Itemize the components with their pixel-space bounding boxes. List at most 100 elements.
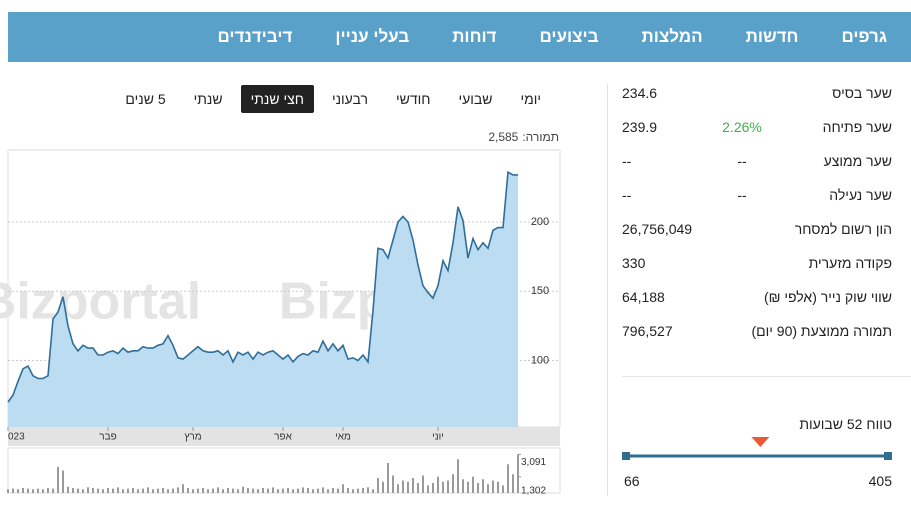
volume-bar bbox=[67, 486, 69, 493]
volume-bar bbox=[367, 487, 369, 493]
volume-bar bbox=[152, 489, 154, 493]
volume-bar bbox=[147, 487, 149, 493]
stat-value: -- bbox=[622, 153, 632, 169]
stat-value: 234.6 bbox=[622, 85, 658, 101]
volume-bar bbox=[97, 488, 99, 493]
volume-bar bbox=[242, 486, 244, 493]
volume-bar bbox=[197, 488, 199, 493]
nav-item[interactable]: בעלי עניין bbox=[335, 27, 410, 46]
x-tick-label: 023 bbox=[8, 432, 25, 443]
volume-bar bbox=[447, 480, 449, 493]
volume-bar bbox=[427, 485, 429, 493]
volume-bar bbox=[127, 488, 129, 493]
volume-bar bbox=[252, 488, 254, 493]
stat-value: 64,188 bbox=[622, 289, 665, 305]
volume-bar bbox=[277, 489, 279, 493]
volume-bar bbox=[297, 488, 299, 493]
volume-bar bbox=[422, 475, 424, 493]
nav-item[interactable]: דיבידנדים bbox=[217, 27, 293, 46]
y-tick-label: 200 bbox=[531, 216, 549, 228]
volume-bar bbox=[102, 489, 104, 493]
volume-bar bbox=[337, 488, 339, 493]
x-tick-label: אפר bbox=[274, 432, 292, 443]
volume-bar bbox=[397, 484, 399, 493]
period-tab[interactable]: שנתי bbox=[193, 91, 223, 107]
period-tab[interactable]: חצי שנתי bbox=[240, 85, 314, 113]
volume-bar bbox=[112, 488, 114, 493]
volume-bar bbox=[342, 484, 344, 493]
stat-label: תמורה ממוצעת (90 יום) bbox=[751, 323, 892, 339]
volume-bar bbox=[382, 481, 384, 493]
volume-bar bbox=[247, 488, 249, 493]
volume-bar bbox=[142, 488, 144, 493]
volume-bar bbox=[372, 489, 374, 493]
nav-item[interactable]: המלצות bbox=[641, 27, 703, 46]
volume-bar bbox=[77, 488, 79, 493]
volume-bar bbox=[322, 487, 324, 493]
volume-bar bbox=[317, 488, 319, 493]
stat-label: הון רשום למסחר bbox=[794, 221, 892, 237]
volume-bar bbox=[307, 488, 309, 493]
volume-bar bbox=[357, 488, 359, 493]
volume-bar bbox=[472, 476, 474, 493]
range-end bbox=[884, 452, 892, 460]
stat-row: פקודה מזערית 330 bbox=[622, 255, 892, 275]
volume-bar bbox=[107, 488, 109, 493]
stat-label: שער פתיחה bbox=[822, 119, 892, 135]
nav-item[interactable]: דוחות bbox=[452, 27, 497, 46]
nav-item[interactable]: חדשות bbox=[745, 27, 799, 46]
range-marker bbox=[751, 437, 770, 447]
volume-bar bbox=[182, 484, 184, 493]
volume-bar bbox=[392, 475, 394, 493]
volume-bar bbox=[7, 489, 9, 493]
stat-row: תמורה ממוצעת (90 יום) 796,527 bbox=[622, 323, 892, 343]
stat-change: -- bbox=[737, 153, 747, 169]
x-axis-band bbox=[8, 427, 560, 446]
volume-bar bbox=[232, 488, 234, 493]
volume-bar bbox=[42, 489, 44, 493]
x-tick-label: יוני bbox=[432, 432, 444, 443]
volume-bar bbox=[257, 489, 259, 493]
volume-bar bbox=[412, 478, 414, 493]
separator bbox=[622, 376, 911, 377]
volume-bar bbox=[192, 489, 194, 493]
volume-bar bbox=[377, 478, 379, 493]
volume-bar bbox=[72, 488, 74, 493]
period-tab[interactable]: רבעוני bbox=[331, 91, 368, 107]
stat-value: 796,527 bbox=[622, 323, 673, 339]
volume-bar bbox=[82, 489, 84, 493]
volume-bar bbox=[52, 488, 54, 493]
volume-tick-label: 1,302 bbox=[521, 485, 546, 496]
volume-bar bbox=[477, 483, 479, 493]
volume-bar bbox=[222, 489, 224, 493]
volume-bar bbox=[462, 479, 464, 493]
volume-bar bbox=[87, 487, 89, 493]
volume-bar bbox=[162, 488, 164, 493]
range-title: טווח 52 שבועות bbox=[799, 416, 892, 432]
volume-bar bbox=[292, 489, 294, 493]
volume-bar bbox=[302, 487, 304, 493]
volume-tick-label: 3,091 bbox=[521, 457, 546, 468]
volume-bar bbox=[282, 488, 284, 493]
chart: BizportalBizportal100150200023פברמרץאפרמ… bbox=[0, 149, 561, 496]
volume-bar bbox=[442, 481, 444, 493]
volume-bar bbox=[217, 487, 219, 493]
stat-label: שער ממוצע bbox=[823, 153, 892, 169]
y-tick-label: 100 bbox=[531, 354, 549, 366]
stat-value: 239.9 bbox=[622, 119, 658, 135]
nav-item[interactable]: ביצועים bbox=[539, 27, 599, 46]
volume-bar bbox=[327, 489, 329, 493]
stat-value: -- bbox=[622, 187, 632, 203]
period-tab[interactable]: חודשי bbox=[395, 91, 431, 107]
watermark: Bizportal bbox=[0, 273, 201, 331]
volume-bar bbox=[402, 480, 404, 493]
volume-bar bbox=[512, 474, 514, 493]
volume-bar bbox=[312, 489, 314, 493]
period-tab[interactable]: שבועי bbox=[458, 91, 493, 107]
period-tab[interactable]: יומי bbox=[520, 91, 541, 107]
volume-bar bbox=[347, 488, 349, 493]
period-tab[interactable]: 5 שנים bbox=[125, 91, 166, 107]
volume-bar bbox=[332, 488, 334, 493]
stat-change: -- bbox=[737, 187, 747, 203]
nav-item[interactable]: גרפים bbox=[841, 27, 887, 46]
